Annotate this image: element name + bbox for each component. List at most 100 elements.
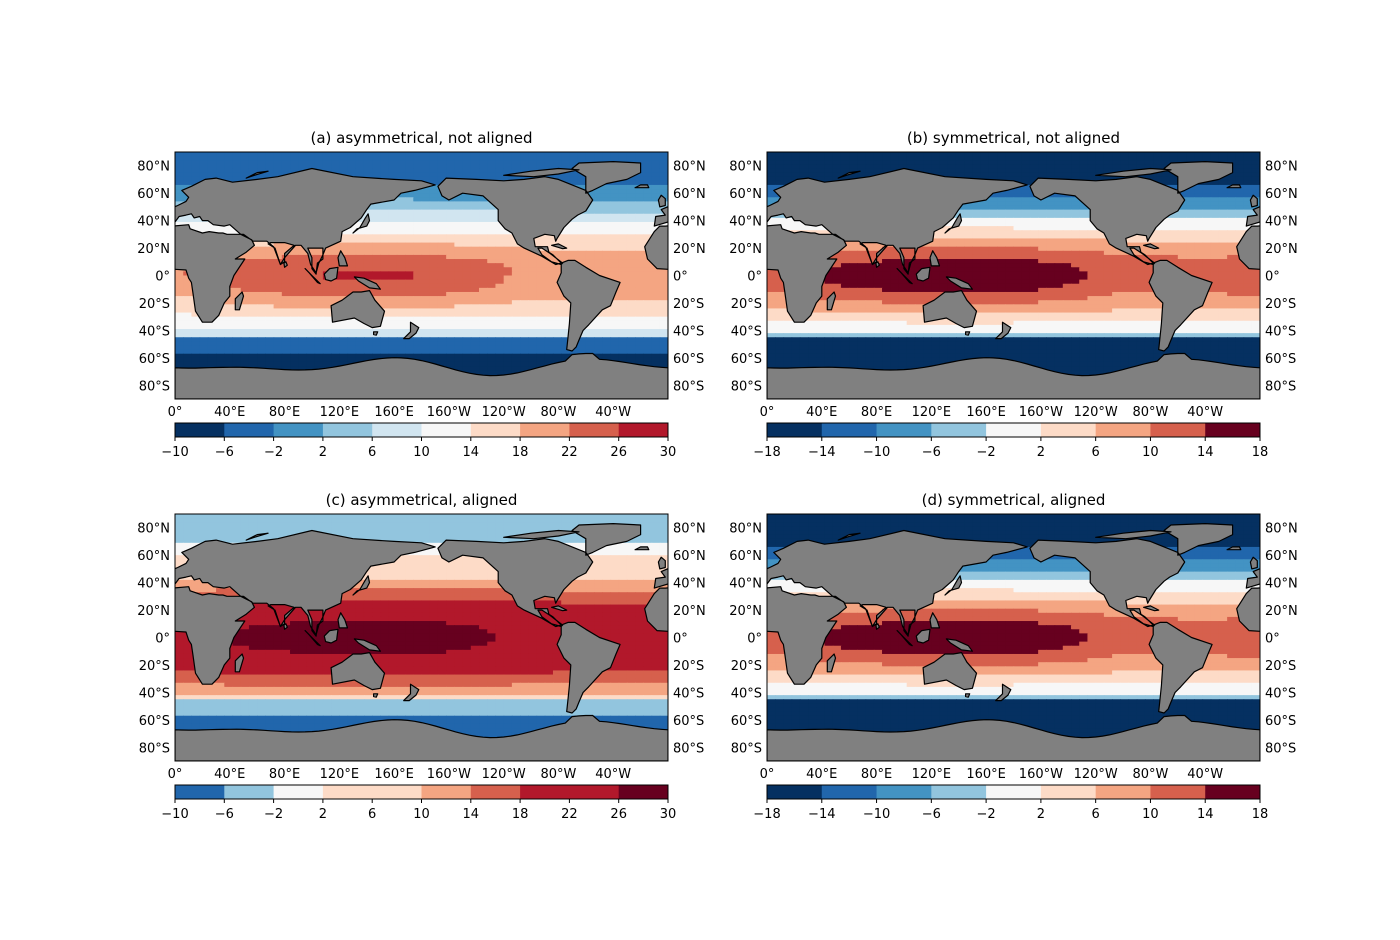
lat-tick-label-left: 40°S [139, 324, 170, 339]
lat-tick-label-right: 0° [673, 632, 688, 647]
colorbar-tick-label: −6 [922, 445, 941, 460]
lon-tick-label: 40°W [595, 405, 631, 420]
colorbar-tick-label: −14 [808, 445, 835, 460]
colorbar-segment [1095, 423, 1151, 437]
lat-tick-label-right: 40°S [1265, 686, 1296, 701]
lat-tick-label-right: 40°S [1265, 324, 1296, 339]
lat-tick-label-right: 20°N [1265, 242, 1298, 257]
lat-tick-label-right: 60°S [1265, 714, 1296, 729]
lon-tick-label: 0° [760, 767, 775, 782]
colorbar-tick-label: 18 [512, 807, 529, 822]
lat-tick-label-right: 40°N [673, 577, 706, 592]
lon-tick-label: 120°E [320, 767, 360, 782]
lat-tick-label-left: 0° [747, 270, 762, 285]
colorbar: −18 −14 −10 −6 −2 2 6 10 14 18 [753, 784, 1268, 822]
colorbar: −10 −6 −2 2 6 10 14 18 22 26 30 [161, 784, 676, 822]
colorbar-segment [931, 423, 987, 437]
lat-tick-label-left: 20°N [729, 604, 762, 619]
colorbar-tick-label: 14 [1197, 807, 1214, 822]
lon-tick-label: 160°W [427, 405, 471, 420]
lon-tick-label: 40°E [806, 767, 837, 782]
lat-tick-label-right: 80°N [1265, 160, 1298, 175]
lat-tick-label-left: 60°N [137, 187, 170, 202]
colorbar: −10 −6 −2 2 6 10 14 18 22 26 30 [161, 422, 677, 460]
panel-title: (d) symmetrical, aligned [922, 491, 1106, 509]
colorbar-tick-label: 30 [660, 445, 677, 460]
colorbar-segment [322, 785, 373, 799]
lon-tick-label: 80°E [861, 767, 892, 782]
lat-tick-label-left: 60°S [731, 714, 762, 729]
lon-tick-label: 120°W [1074, 767, 1118, 782]
lon-tick-label: 120°W [482, 405, 526, 420]
panel-title: (b) symmetrical, not aligned [907, 129, 1120, 147]
lat-tick-label-right: 60°N [1265, 549, 1298, 564]
colorbar-segment [821, 785, 878, 799]
lat-tick-label-right: 20°N [1265, 604, 1298, 619]
colorbar-segment [175, 785, 225, 799]
colorbar-segment [273, 423, 324, 437]
colorbar-segment [876, 423, 932, 437]
colorbar-segment [876, 785, 932, 799]
lat-tick-label-left: 40°N [137, 215, 170, 230]
lat-tick-label-right: 60°S [673, 352, 704, 367]
lat-tick-label-right: 80°S [673, 379, 704, 394]
lat-tick-label-right: 60°N [673, 549, 706, 564]
lon-tick-label: 40°E [806, 405, 837, 420]
colorbar-segment [224, 785, 275, 799]
colorbar-tick-label: 2 [1037, 445, 1045, 460]
colorbar-tick-label: 14 [463, 445, 480, 460]
lon-tick-label: 40°W [1187, 405, 1223, 420]
lat-tick-label-left: 0° [747, 632, 762, 647]
colorbar-segment [618, 423, 669, 437]
lon-tick-label: 160°W [1019, 405, 1063, 420]
colorbar-tick-label: 14 [1197, 445, 1214, 460]
colorbar-segment [1150, 423, 1206, 437]
map-frame [174, 151, 669, 400]
land-mask [767, 523, 1260, 761]
colorbar-segment [322, 423, 373, 437]
colorbar-segment [1040, 785, 1097, 799]
lon-tick-label: 160°W [427, 767, 471, 782]
colorbar-tick-label: 6 [1092, 807, 1100, 822]
colorbar-segment [175, 423, 225, 437]
colorbar-tick-label: −10 [863, 445, 890, 460]
lat-tick-label-right: 20°N [673, 242, 706, 257]
colorbar-tick-label: −10 [161, 445, 188, 460]
colorbar-segment [821, 423, 878, 437]
lat-tick-label-left: 80°N [137, 522, 170, 537]
lon-tick-label: 120°W [1074, 405, 1118, 420]
lon-tick-label: 40°W [595, 767, 631, 782]
colorbar-tick-label: −2 [264, 445, 283, 460]
lon-tick-label: 40°W [1187, 767, 1223, 782]
lat-tick-label-right: 20°S [673, 297, 704, 312]
colorbar-tick-label: −2 [977, 807, 996, 822]
colorbar-tick-label: −18 [753, 807, 780, 822]
map-frame [174, 513, 669, 762]
lat-tick-label-left: 80°S [731, 379, 762, 394]
lat-tick-label-left: 80°S [139, 379, 170, 394]
colorbar-segment [520, 423, 570, 437]
lon-tick-label: 40°E [214, 767, 245, 782]
lon-tick-label: 120°E [912, 405, 952, 420]
colorbar-segment [986, 785, 1042, 799]
lon-tick-label: 80°W [540, 767, 576, 782]
lon-tick-label: 80°W [540, 405, 576, 420]
lon-tick-label: 80°E [269, 405, 300, 420]
lat-tick-label-left: 80°S [731, 741, 762, 756]
lon-tick-label: 160°E [966, 405, 1006, 420]
lat-tick-label-left: 20°N [137, 242, 170, 257]
lat-tick-label-right: 40°N [1265, 215, 1298, 230]
lat-tick-label-left: 60°S [139, 352, 170, 367]
colorbar-tick-label: 10 [413, 445, 430, 460]
lon-tick-label: 80°E [861, 405, 892, 420]
lat-tick-label-left: 60°S [139, 714, 170, 729]
lat-tick-label-left: 80°S [139, 741, 170, 756]
lat-tick-label-left: 40°N [729, 215, 762, 230]
colorbar-tick-label: 18 [512, 445, 529, 460]
lat-tick-label-left: 60°N [729, 549, 762, 564]
lat-tick-label-left: 20°S [731, 297, 762, 312]
colorbar-segment [273, 785, 324, 799]
